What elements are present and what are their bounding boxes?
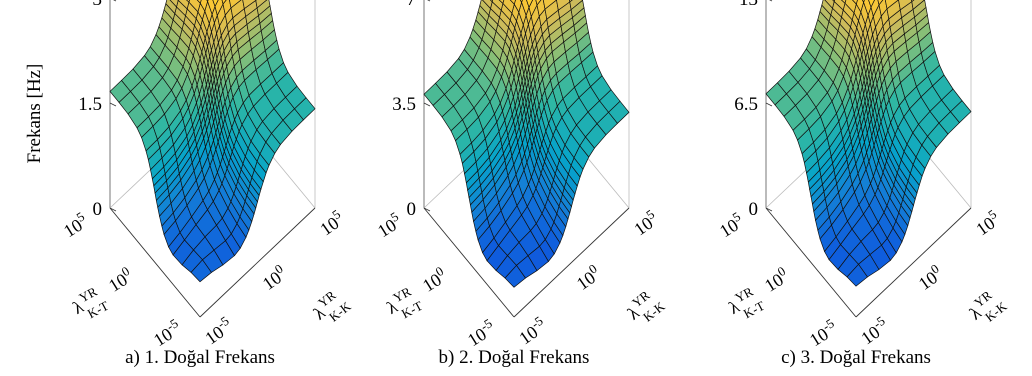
y-axis-line — [513, 207, 630, 318]
z-tick — [113, 0, 117, 2]
z-tick — [427, 0, 431, 2]
surface — [765, 0, 972, 287]
surface-cell — [542, 0, 557, 10]
surface-cell — [229, 0, 242, 9]
surface-cell — [206, 0, 209, 3]
surface-cell — [824, 0, 835, 9]
surface-cell — [569, 0, 583, 11]
surface-cell — [186, 0, 190, 3]
z-tick-label: 6.5 — [734, 94, 758, 115]
y-tick-label: 100 — [913, 261, 946, 294]
surface-cell — [196, 0, 202, 4]
x-tick-label: 105 — [58, 209, 91, 242]
subplot-caption: b) 2. Doğal Frekans — [439, 347, 590, 368]
y-tick-label: 10-5 — [513, 313, 550, 349]
y-axis-line — [855, 207, 972, 318]
surface-cell — [519, 0, 523, 4]
x-tick-label: 100 — [103, 263, 136, 296]
surface-cell — [868, 0, 875, 9]
z-tick — [109, 207, 117, 212]
y-tick-label: 105 — [970, 206, 1003, 239]
x-tick-label: 10-5 — [462, 315, 499, 350]
y-axis-line — [199, 207, 316, 318]
x-tick-label: 100 — [417, 263, 450, 296]
surface-cell — [877, 0, 884, 6]
surface-cell — [852, 0, 858, 5]
x-tick-label: 105 — [372, 209, 405, 242]
z-tick — [423, 102, 431, 107]
x-axis-line — [109, 207, 201, 318]
y-tick-label: 100 — [571, 261, 604, 294]
surface-cell — [911, 0, 915, 3]
surface-cell — [221, 0, 227, 5]
surface-cell — [569, 0, 573, 3]
surface-cell — [490, 0, 494, 3]
z-tick — [765, 102, 773, 107]
surface-cell — [482, 0, 493, 10]
surface — [423, 0, 630, 288]
surface-cell — [832, 0, 835, 3]
surface-cell — [911, 0, 925, 10]
surface-cell — [509, 0, 516, 5]
y-tick-label: 105 — [628, 206, 661, 239]
surface-cell — [169, 0, 179, 8]
z-tick — [109, 102, 117, 107]
y-tick-label: 10-5 — [855, 313, 892, 349]
z-tick-label: 1.5 — [78, 94, 102, 115]
x-tick-label: 10-5 — [804, 315, 841, 350]
z-tick — [769, 0, 773, 2]
x-tick-label: 105 — [714, 209, 747, 242]
surface-cell — [526, 0, 533, 9]
surface-cell — [188, 0, 201, 13]
z-tick-label: 0 — [749, 199, 759, 220]
surface-cell — [861, 0, 865, 4]
z-tick — [765, 207, 773, 212]
x-tick-label: 10-5 — [148, 315, 185, 350]
x-tick-label: 100 — [759, 263, 792, 296]
subplot-caption: c) 3. Doğal Frekans — [781, 347, 931, 368]
surface-cell — [498, 0, 505, 5]
x-axis-line — [765, 207, 857, 318]
z-tick-label: 3.5 — [392, 94, 416, 115]
surface-cell — [212, 0, 219, 8]
surface-cell — [199, 0, 208, 12]
subplot-caption: a) 1. Doğal Frekans — [125, 347, 275, 368]
surface-cell — [535, 0, 542, 6]
z-axis-label: Frekans [Hz] — [24, 64, 45, 164]
z-tick-label: 3 — [93, 0, 103, 10]
y-tick-label: 100 — [257, 261, 290, 294]
z-tick-label: 0 — [93, 199, 103, 220]
z-tick-label: 13 — [739, 0, 758, 10]
surface-cell — [898, 0, 913, 11]
surface-cell — [255, 0, 268, 9]
surface-cell — [177, 0, 190, 10]
z-tick — [423, 207, 431, 212]
z-tick-label: 0 — [407, 199, 417, 220]
y-tick-label: 105 — [314, 206, 347, 239]
x-axis-line — [423, 207, 515, 318]
surface-cell — [556, 0, 571, 11]
z-tick-label: 7 — [407, 0, 417, 10]
surface-cell — [884, 0, 899, 10]
surface — [109, 0, 316, 283]
surface-cell — [242, 0, 257, 10]
surface-cell — [841, 0, 847, 4]
y-tick-label: 10-5 — [199, 313, 236, 349]
